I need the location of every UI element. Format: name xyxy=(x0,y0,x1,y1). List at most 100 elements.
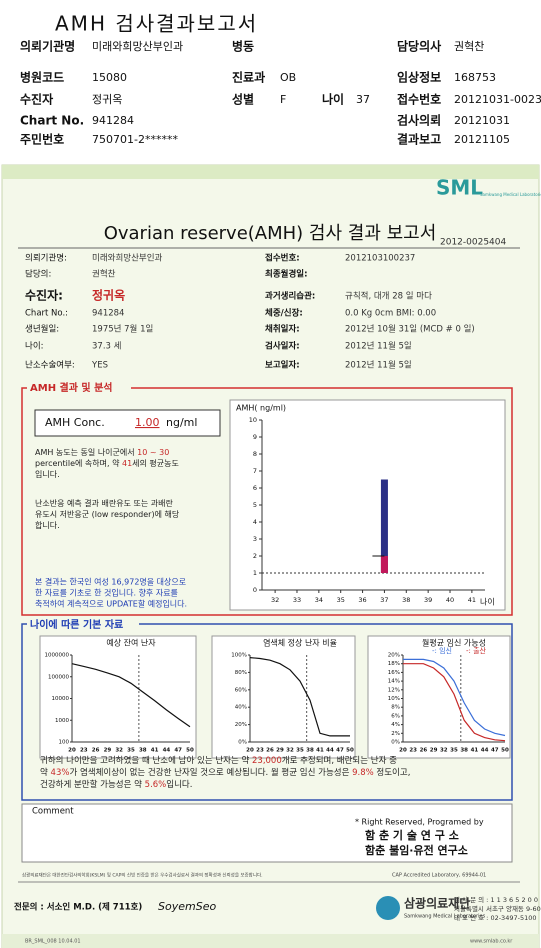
contact-line: 대 표 번 호 : 02-3497-5100 xyxy=(454,913,537,922)
y-tick-label: 0 xyxy=(253,586,257,594)
x-tick-label: 29 xyxy=(104,748,112,754)
note-line: 축적하여 계속적으로 UPDATE할 예정입니다. xyxy=(35,599,187,609)
x-tick-label: 23 xyxy=(256,748,264,754)
y-tick-label: 2 xyxy=(253,552,257,560)
form-code: BR_SML_008 10.04.01 xyxy=(25,939,81,945)
info-label: 담당의: xyxy=(25,269,51,280)
highlight: 10 ~ 30 xyxy=(137,448,169,457)
doc-title: AMH 검사결과보고서 xyxy=(55,12,258,36)
x-tick-label: 20 xyxy=(246,748,254,754)
text-part: 입니다. xyxy=(35,469,60,479)
y-tick-label: 20% xyxy=(235,722,247,728)
highlight: 23,000 xyxy=(252,756,282,766)
report-number: 2012-0025404 xyxy=(440,238,507,248)
field-value: 15080 xyxy=(92,71,127,84)
footer-band xyxy=(2,934,539,948)
x-tick-label: 47 xyxy=(491,748,499,754)
field-value: OB xyxy=(280,71,296,84)
x-tick-label: 33 xyxy=(293,596,301,604)
y-tick-label: 12% xyxy=(388,687,400,693)
field-label: 나이 xyxy=(322,92,344,107)
conc-label: AMH Conc. xyxy=(45,416,105,429)
x-tick-label: 29 xyxy=(276,748,284,754)
field-value: 168753 xyxy=(454,71,496,84)
org-name: 삼광의료재단 xyxy=(404,896,470,911)
logo: SML xyxy=(436,176,483,200)
org-en: Samkwang Medical Laboratories xyxy=(404,914,486,920)
info-label: 과거생리습관: xyxy=(265,291,315,302)
info-value: 규칙적, 대개 28 일 마다 xyxy=(345,291,432,302)
contact-line: 서울특별시 서초구 양재동 9-60 xyxy=(454,904,541,913)
field-value: 750701-2****** xyxy=(92,133,178,146)
range-bar xyxy=(380,479,388,573)
field-label: 성별 xyxy=(232,92,254,107)
info-label: Chart No.: xyxy=(25,309,68,319)
y-tick-label: 10 xyxy=(249,416,257,424)
analysis-line: 난소반응 예측 결과 배란유도 또는 과배란 xyxy=(35,498,173,508)
x-tick-label: 35 xyxy=(337,596,345,604)
y-tick-label: 20% xyxy=(388,653,400,659)
comment-label: Comment xyxy=(32,807,74,817)
y-tick-label: 3 xyxy=(253,535,257,543)
x-tick-label: 44 xyxy=(326,748,334,754)
text-part: percentile에 속하며, 약 xyxy=(35,458,122,468)
field-value: 미래와희망산부인과 xyxy=(92,40,183,53)
y-tick-label: 4 xyxy=(253,518,257,526)
y-tick-label: 8 xyxy=(253,450,257,458)
y-tick-label: 10% xyxy=(388,696,400,702)
x-tick-label: 38 xyxy=(306,748,314,754)
field-value: 20121105 xyxy=(454,133,510,146)
doctor: 전문의 : 서소인 M.D. (제 711호) xyxy=(14,902,142,913)
y-tick-label: 80% xyxy=(235,670,247,676)
conc-value: 1.00 xyxy=(135,416,160,429)
x-tick-label: 34 xyxy=(315,596,323,604)
analysis-line: AMH 농도는 동일 나이군에서 10 ~ 30 xyxy=(35,447,169,457)
y-tick-label: 1000000 xyxy=(45,653,70,659)
info-label: 체중/신장: xyxy=(265,308,303,319)
x-tick-label: 35 xyxy=(450,748,458,754)
y-tick-label: 5 xyxy=(253,501,257,509)
field-label: 접수번호 xyxy=(397,92,441,107)
field-label: 병동 xyxy=(232,39,254,54)
legend-entry: -: 출산 xyxy=(466,646,487,655)
x-tick-label: 41 xyxy=(471,748,479,754)
field-label: 병원코드 xyxy=(20,70,64,85)
x-tick-label: 38 xyxy=(402,596,410,604)
field-label: 진료과 xyxy=(232,70,265,85)
text-part: 건강하게 분만할 가능성은 약 xyxy=(40,779,145,790)
x-tick-label: 50 xyxy=(346,748,354,754)
y-tick-label: 6% xyxy=(391,713,400,719)
result-bar xyxy=(380,556,388,573)
info-label: 수진자: xyxy=(25,288,63,303)
summary-line: 건강하게 분만할 가능성은 약 5.6%입니다. xyxy=(40,779,192,790)
x-tick-label: 26 xyxy=(420,748,428,754)
info-label: 보고일자: xyxy=(265,360,300,371)
series-line xyxy=(71,663,191,728)
analysis-line: percentile에 속하며, 약 41세의 평균농도 xyxy=(35,458,179,468)
text-part: 난소반응 예측 결과 배란유도 또는 과배란 xyxy=(35,498,173,508)
y-tick-label: 7 xyxy=(253,467,257,475)
info-value: 미래와희망산부인과 xyxy=(92,253,163,264)
info-value: 정귀옥 xyxy=(92,288,125,303)
x-tick-label: 41 xyxy=(151,748,159,754)
x-tick-label: 20 xyxy=(68,748,76,754)
field-label: 의뢰기관명 xyxy=(20,39,75,54)
highlight: 43% xyxy=(51,768,70,778)
field-value: 권혁찬 xyxy=(454,39,484,53)
text-part: 가 염색체이상이 없는 건강한 난자일 것으로 예상됩니다. 월 평균 임신 가… xyxy=(69,767,352,778)
text-part: 개로 추정되며, 배란되는 난자 중 xyxy=(282,755,397,766)
info-value: 0.0 Kg 0cm BMI: 0.00 xyxy=(345,309,436,319)
info-label: 의뢰기관명: xyxy=(25,253,67,264)
field-value: 20121031 xyxy=(454,114,510,127)
field-value: 37 xyxy=(356,93,370,106)
y-tick-label: 6 xyxy=(253,484,257,492)
section-title: AMH 결과 및 분석 xyxy=(30,381,113,394)
x-tick-label: 50 xyxy=(501,748,509,754)
x-tick-label: 40 xyxy=(446,596,454,604)
credit-line: 함 춘 기 술 연 구 소 xyxy=(365,828,459,842)
section-title-bg xyxy=(27,619,139,631)
summary-line: 약 43%가 염색체이상이 없는 건강한 난자일 것으로 예상됩니다. 월 평균… xyxy=(40,767,410,778)
info-label: 생년월일: xyxy=(25,324,59,335)
info-value: YES xyxy=(91,361,108,371)
x-tick-label: 32 xyxy=(271,596,279,604)
